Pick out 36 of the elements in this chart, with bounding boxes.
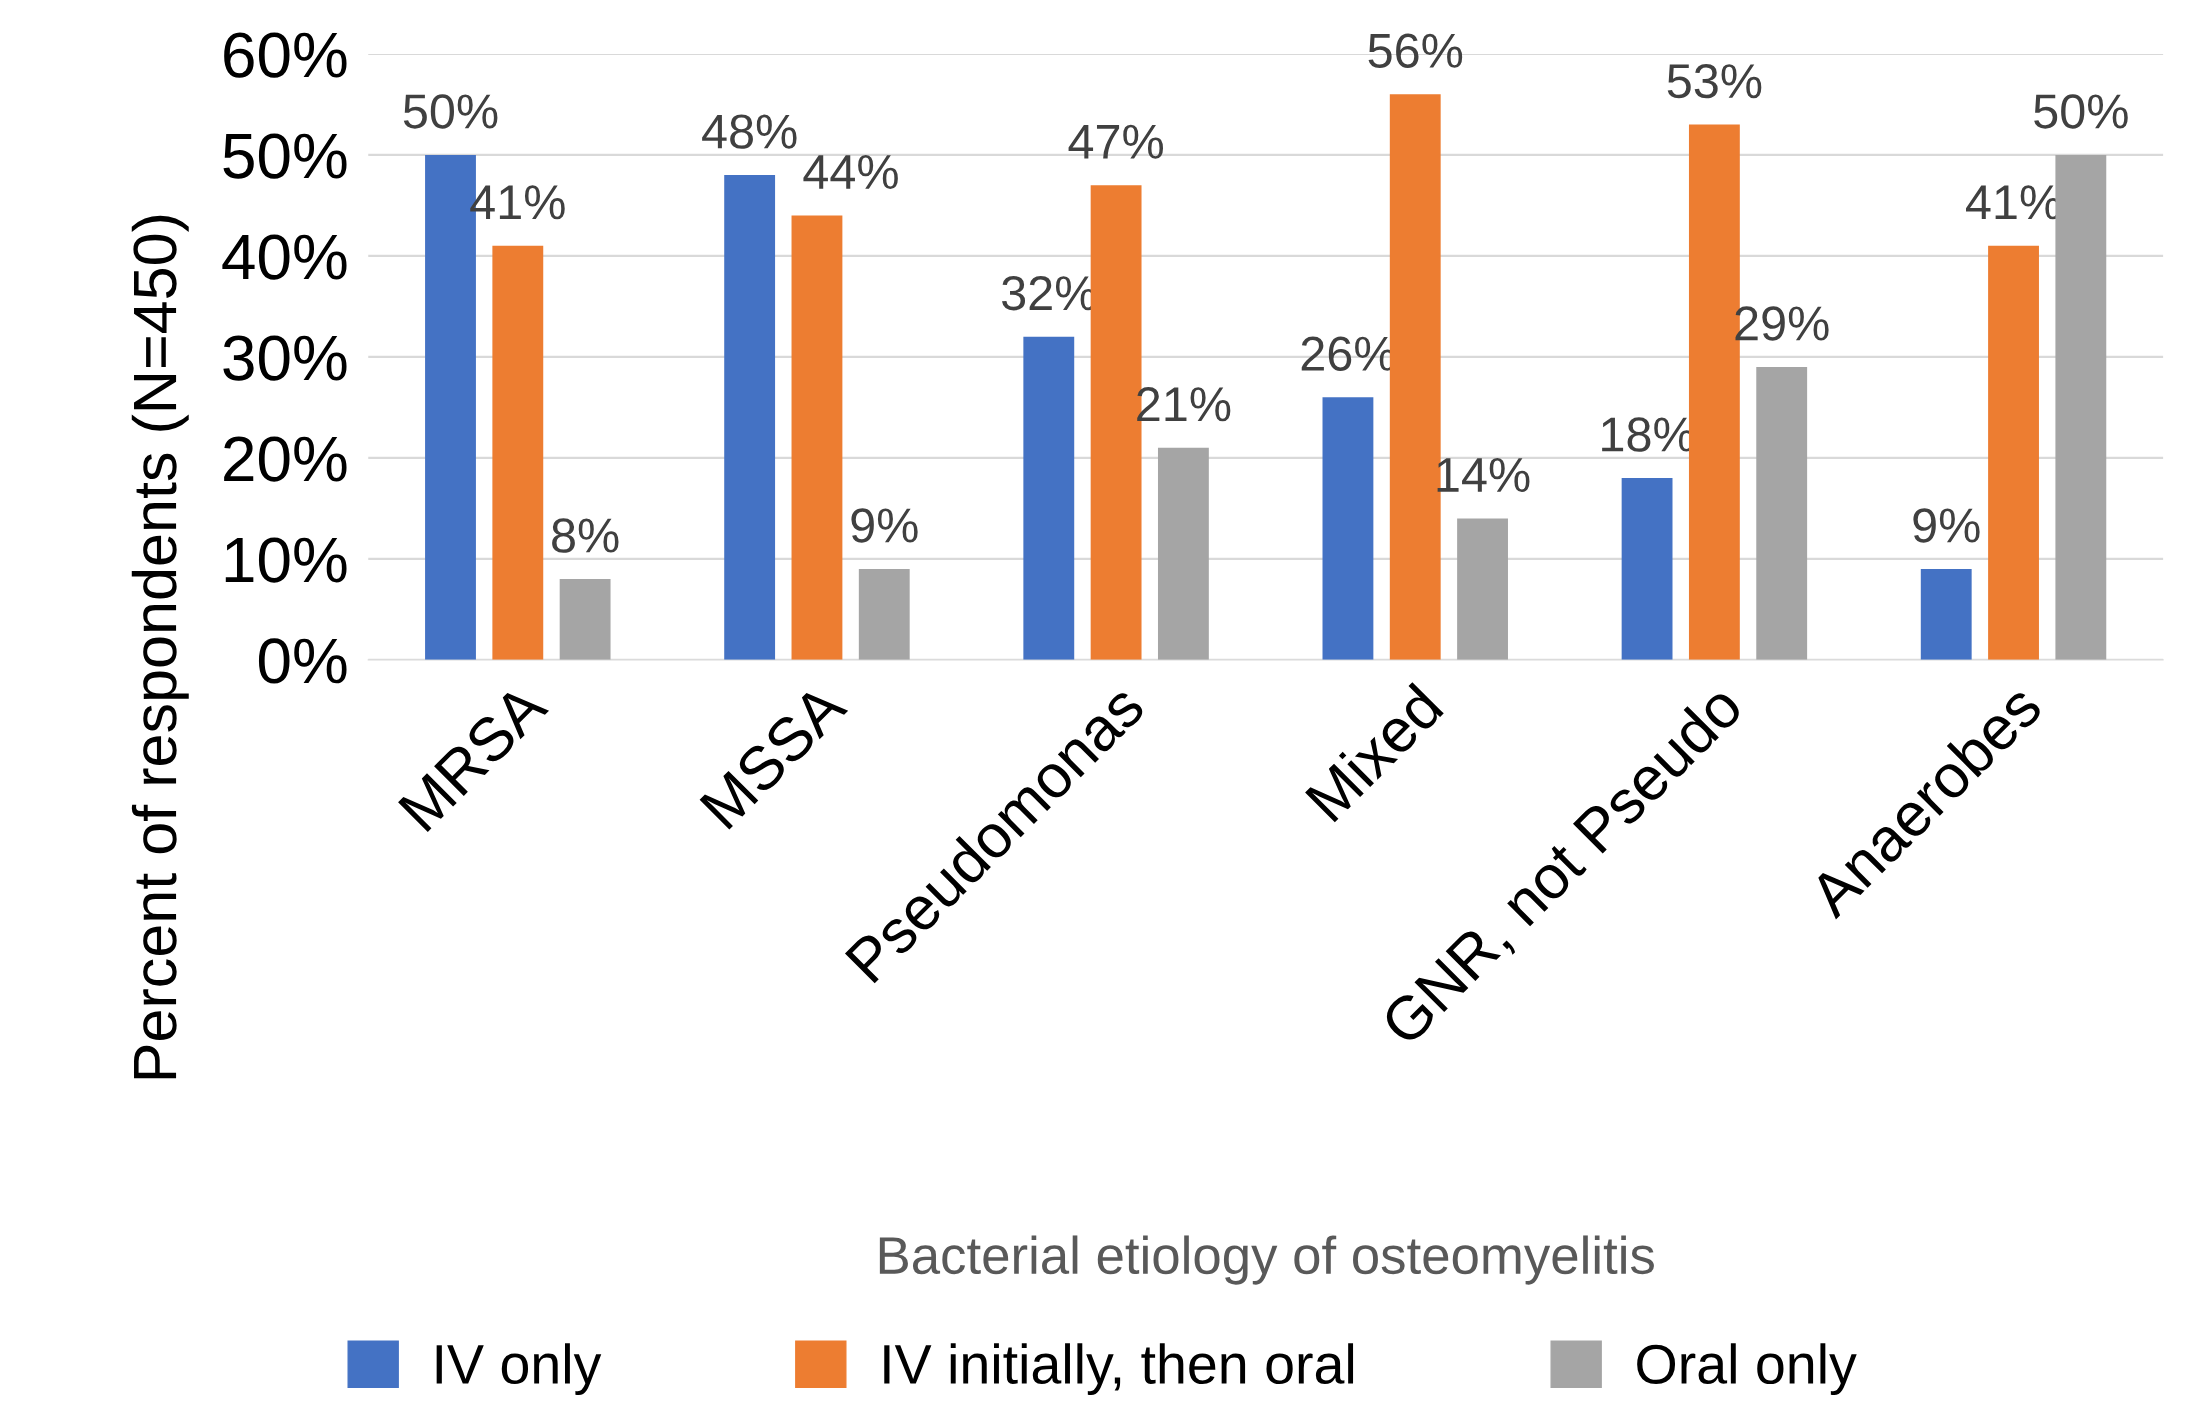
- bar: [1756, 366, 1808, 660]
- y-axis-title: Percent of respondents (N=450): [131, 215, 189, 1079]
- data-label: 56%: [1368, 33, 1463, 69]
- bar: [1920, 568, 1972, 660]
- bar: [1457, 518, 1508, 660]
- legend-label: Oral only: [1637, 1343, 1857, 1396]
- data-label: 50%: [2034, 94, 2128, 129]
- legend-label: IV initially, then oral: [884, 1343, 1354, 1396]
- data-label: 8%: [552, 518, 619, 553]
- y-tick-label: 10%: [225, 537, 347, 583]
- data-label: 47%: [1068, 124, 1164, 159]
- bar: [1988, 245, 2039, 660]
- data-label: 44%: [803, 155, 898, 190]
- y-tick-label: 60%: [224, 32, 347, 78]
- bar: [858, 568, 910, 660]
- y-tick-label: 50%: [223, 133, 347, 179]
- bar: [1157, 447, 1209, 660]
- data-label: 50%: [403, 94, 498, 129]
- x-axis-title: Bacterial etiology of osteomyelitis: [879, 1235, 1654, 1285]
- bar: [1322, 397, 1374, 660]
- data-label: 53%: [1667, 63, 1762, 99]
- data-label: 48%: [702, 114, 797, 149]
- y-tick-label: 20%: [224, 436, 347, 482]
- bar: [1621, 478, 1673, 660]
- data-label: 9%: [851, 508, 918, 543]
- bar: [724, 175, 776, 660]
- y-tick-label: 30%: [223, 335, 347, 381]
- y-tick-label: 40%: [222, 234, 347, 280]
- bar: [791, 215, 843, 660]
- bar: [559, 579, 611, 660]
- data-label: 9%: [1913, 508, 1980, 543]
- bar: [1023, 336, 1075, 660]
- bar: [492, 245, 544, 660]
- legend-label: IV only: [436, 1343, 602, 1396]
- y-tick-label: 0%: [258, 638, 347, 684]
- bar: [2055, 154, 2107, 660]
